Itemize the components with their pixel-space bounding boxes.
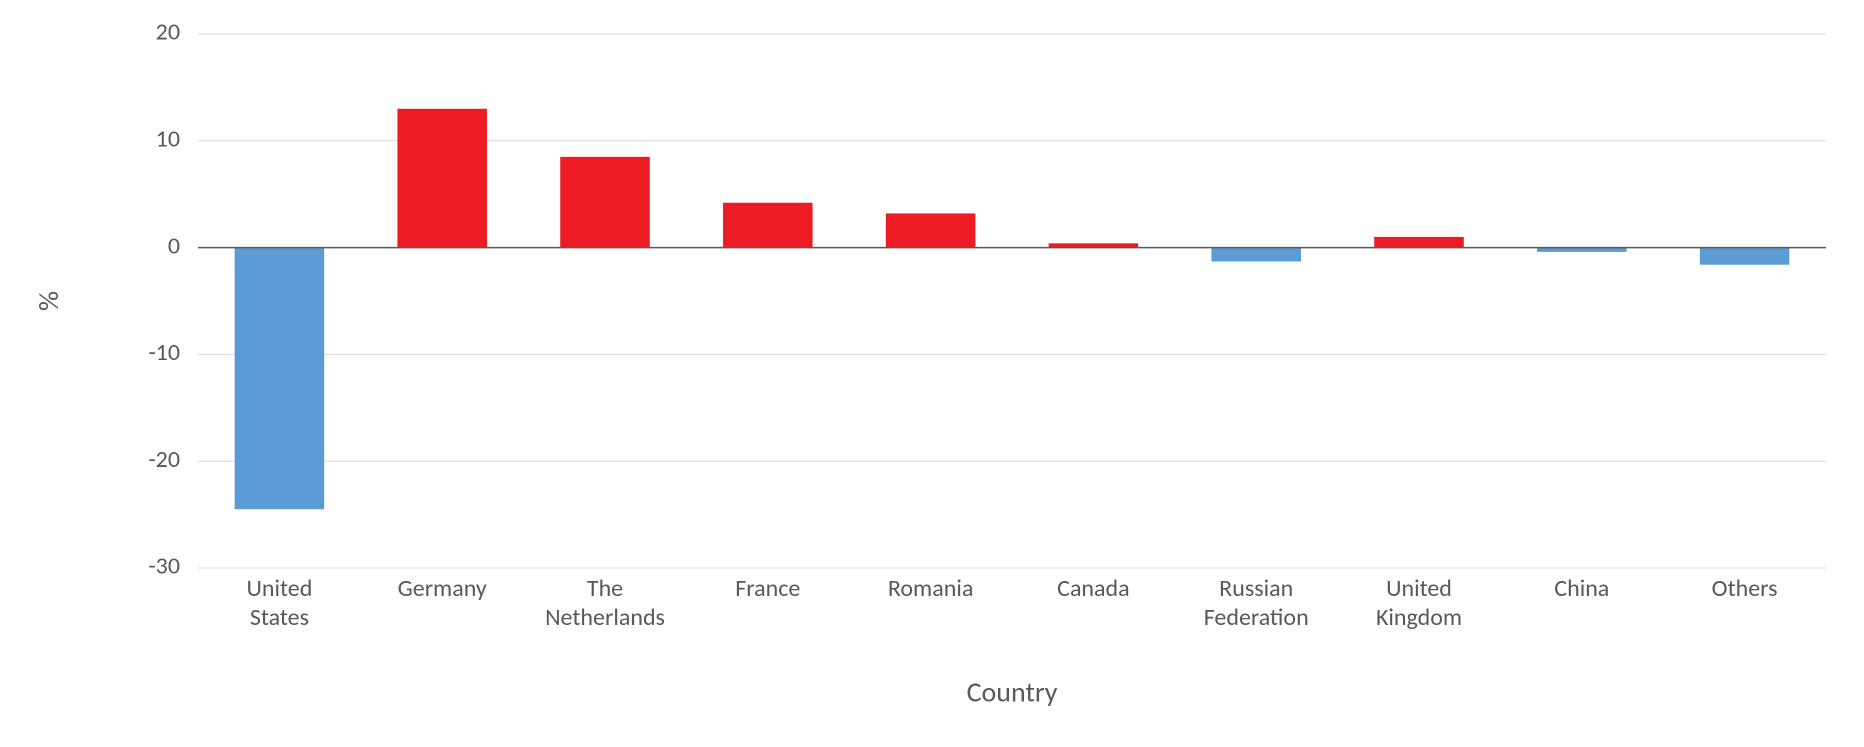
category-label: UnitedKingdom: [1376, 574, 1462, 632]
category-label: France: [735, 574, 800, 603]
x-axis-title: Country: [967, 675, 1058, 710]
chart-container: -30 -20 -10 0 10 20 UnitedStates Germany TheNeth…: [0, 0, 1864, 742]
y-tick-label: 10: [156, 125, 180, 154]
bar: [397, 109, 487, 248]
y-axis-title: %: [31, 291, 66, 311]
bar: [1211, 248, 1301, 262]
y-tick-label: 0: [168, 231, 180, 260]
bar: [235, 248, 325, 510]
y-tick-label: 20: [156, 18, 180, 47]
bar: [1700, 248, 1790, 265]
y-tick-label: -20: [148, 445, 180, 474]
category-label: Romania: [888, 574, 973, 603]
category-label: UnitedStates: [246, 574, 312, 632]
bar: [723, 203, 813, 248]
y-tick-label: -30: [148, 552, 180, 581]
category-label: TheNetherlands: [545, 574, 665, 632]
category-label: RussianFederation: [1204, 574, 1309, 632]
category-label: Others: [1712, 574, 1778, 603]
category-label: Germany: [398, 574, 487, 603]
category-label: Canada: [1057, 574, 1130, 603]
bar: [560, 157, 650, 248]
category-label: China: [1554, 574, 1609, 603]
bar: [1374, 237, 1464, 248]
bar-chart: -30 -20 -10 0 10 20 UnitedStates Germany TheNeth…: [0, 0, 1864, 742]
y-tick-label: -10: [148, 338, 180, 367]
bar: [886, 213, 976, 247]
